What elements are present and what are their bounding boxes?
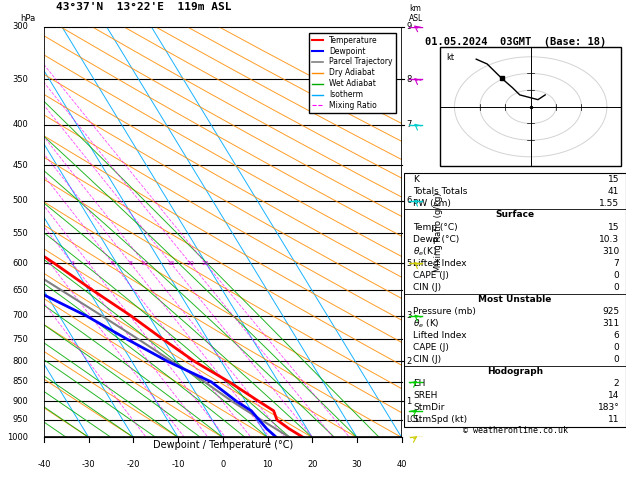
- Text: CAPE (J): CAPE (J): [413, 343, 449, 352]
- Text: Lifted Index: Lifted Index: [413, 331, 467, 340]
- Text: 300: 300: [12, 22, 28, 31]
- X-axis label: Dewpoint / Temperature (°C): Dewpoint / Temperature (°C): [153, 440, 293, 450]
- Text: 4: 4: [87, 260, 91, 266]
- Text: 43°37'N  13°22'E  119m ASL: 43°37'N 13°22'E 119m ASL: [57, 2, 232, 12]
- Legend: Temperature, Dewpoint, Parcel Trajectory, Dry Adiabat, Wet Adiabat, Isotherm, Mi: Temperature, Dewpoint, Parcel Trajectory…: [309, 33, 396, 113]
- Text: 0: 0: [613, 271, 619, 280]
- Text: 25: 25: [201, 260, 209, 266]
- Text: 2: 2: [48, 260, 52, 266]
- Text: 0: 0: [613, 343, 619, 352]
- Text: 30: 30: [352, 460, 362, 469]
- Text: StmDir: StmDir: [413, 403, 445, 412]
- Text: 311: 311: [602, 319, 619, 328]
- Text: 20: 20: [307, 460, 318, 469]
- Text: LCL: LCL: [406, 416, 420, 424]
- Text: 925: 925: [602, 307, 619, 316]
- Text: 7: 7: [406, 121, 411, 129]
- Text: 10: 10: [262, 460, 273, 469]
- Text: 3: 3: [406, 311, 411, 320]
- Text: 5: 5: [406, 259, 411, 268]
- Text: $\theta_e$(K): $\theta_e$(K): [413, 245, 437, 258]
- Text: CIN (J): CIN (J): [413, 283, 442, 292]
- Text: 14: 14: [608, 391, 619, 400]
- Text: 750: 750: [12, 335, 28, 344]
- Text: 41: 41: [608, 187, 619, 196]
- Text: 9: 9: [406, 22, 411, 31]
- Text: 350: 350: [12, 75, 28, 84]
- Text: 500: 500: [12, 196, 28, 206]
- Text: SREH: SREH: [413, 391, 438, 400]
- Text: 700: 700: [12, 311, 28, 320]
- Text: 6: 6: [111, 260, 114, 266]
- Text: 800: 800: [12, 357, 28, 366]
- Text: 650: 650: [12, 286, 28, 295]
- Text: Pressure (mb): Pressure (mb): [413, 307, 476, 316]
- Text: Dewp (°C): Dewp (°C): [413, 235, 460, 243]
- Text: 15: 15: [608, 174, 619, 184]
- Text: $\theta_e$ (K): $\theta_e$ (K): [413, 317, 440, 330]
- Text: Temp (°C): Temp (°C): [413, 223, 458, 231]
- Text: 310: 310: [602, 247, 619, 256]
- Text: 6: 6: [406, 196, 411, 206]
- Text: Totals Totals: Totals Totals: [413, 187, 468, 196]
- Text: 15: 15: [167, 260, 175, 266]
- Text: 3: 3: [70, 260, 74, 266]
- Text: StmSpd (kt): StmSpd (kt): [413, 416, 467, 424]
- Text: EH: EH: [413, 379, 426, 388]
- Text: 1000: 1000: [7, 433, 28, 442]
- Text: 15: 15: [608, 223, 619, 231]
- Text: CIN (J): CIN (J): [413, 355, 442, 364]
- Text: 40: 40: [396, 460, 407, 469]
- Text: 10.3: 10.3: [599, 235, 619, 243]
- Text: © weatheronline.co.uk: © weatheronline.co.uk: [463, 426, 568, 435]
- Text: K: K: [413, 174, 420, 184]
- Text: 1.55: 1.55: [599, 199, 619, 208]
- Text: 1: 1: [406, 397, 411, 406]
- Text: -20: -20: [126, 460, 140, 469]
- Text: Hodograph: Hodograph: [487, 367, 543, 376]
- Text: kt: kt: [447, 53, 455, 62]
- Text: -10: -10: [171, 460, 185, 469]
- Text: km
ASL: km ASL: [409, 4, 423, 23]
- Text: 2: 2: [406, 357, 411, 366]
- Text: Mixing Ratio (g/kg): Mixing Ratio (g/kg): [434, 192, 443, 272]
- Text: 2: 2: [613, 379, 619, 388]
- Text: 20: 20: [186, 260, 194, 266]
- Bar: [404, 173, 626, 427]
- Text: CAPE (J): CAPE (J): [413, 271, 449, 280]
- Text: 900: 900: [12, 397, 28, 406]
- Text: 8: 8: [406, 75, 411, 84]
- Text: -40: -40: [37, 460, 51, 469]
- Text: hPa: hPa: [20, 14, 36, 23]
- Text: 0: 0: [613, 355, 619, 364]
- Text: 850: 850: [12, 378, 28, 386]
- Text: 01.05.2024  03GMT  (Base: 18): 01.05.2024 03GMT (Base: 18): [425, 37, 606, 47]
- Text: -30: -30: [82, 460, 96, 469]
- Text: Most Unstable: Most Unstable: [479, 295, 552, 304]
- Text: 950: 950: [12, 416, 28, 424]
- Text: PW (cm): PW (cm): [413, 199, 451, 208]
- Text: 183°: 183°: [598, 403, 619, 412]
- Text: 10: 10: [140, 260, 148, 266]
- Text: 11: 11: [608, 416, 619, 424]
- Text: 7: 7: [613, 259, 619, 268]
- Text: 0: 0: [220, 460, 225, 469]
- Text: 6: 6: [613, 331, 619, 340]
- Text: 8: 8: [128, 260, 132, 266]
- Text: Surface: Surface: [496, 210, 535, 220]
- Text: Lifted Index: Lifted Index: [413, 259, 467, 268]
- Text: 550: 550: [12, 229, 28, 238]
- Text: 450: 450: [12, 160, 28, 170]
- Bar: [440, 47, 621, 166]
- Text: 600: 600: [12, 259, 28, 268]
- Text: 400: 400: [12, 121, 28, 129]
- Text: 0: 0: [613, 283, 619, 292]
